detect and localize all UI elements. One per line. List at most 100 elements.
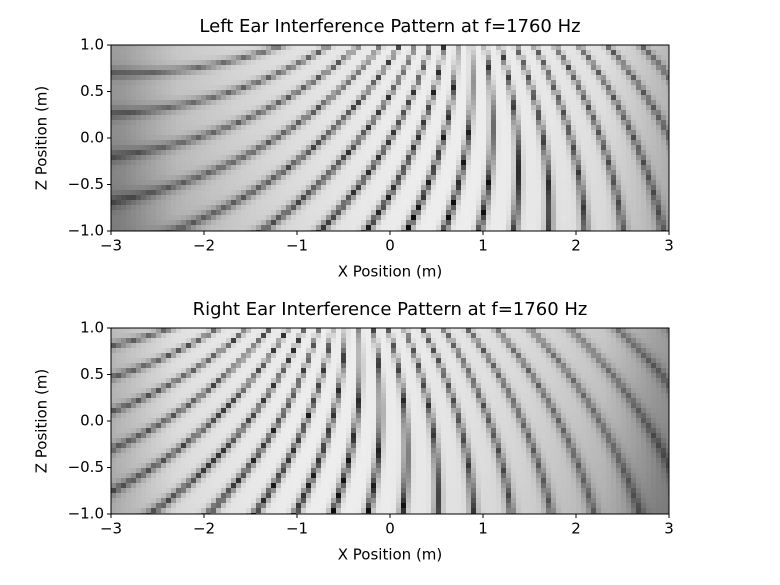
pixel: [471, 185, 477, 191]
pixel: [346, 333, 352, 339]
pixel: [411, 215, 417, 221]
pixel: [206, 343, 212, 349]
pixel: [636, 328, 642, 334]
pixel: [336, 175, 342, 181]
pixel: [166, 343, 172, 349]
pixel: [521, 353, 527, 359]
pixel: [256, 130, 262, 136]
pixel: [501, 50, 507, 56]
pixel: [626, 215, 632, 221]
pixel: [531, 353, 537, 359]
pixel: [341, 140, 347, 146]
pixel: [351, 210, 357, 216]
pixel: [641, 110, 647, 116]
pixel: [641, 50, 647, 56]
pixel: [496, 150, 502, 156]
pixel: [641, 135, 647, 141]
pixel: [191, 155, 197, 161]
pixel: [281, 50, 287, 56]
pixel: [231, 85, 237, 91]
pixel: [486, 205, 492, 211]
pixel: [271, 135, 277, 141]
pixel: [501, 185, 507, 191]
pixel: [376, 140, 382, 146]
pixel: [521, 60, 527, 66]
pixel: [536, 130, 542, 136]
pixel: [336, 135, 342, 141]
pixel: [251, 328, 257, 334]
pixel: [656, 125, 662, 131]
pixel: [536, 55, 542, 61]
pixel: [311, 333, 317, 339]
pixel: [361, 160, 367, 166]
pixel: [531, 70, 537, 76]
pixel: [446, 60, 452, 66]
pixel: [606, 50, 612, 56]
pixel: [576, 80, 582, 86]
pixel: [216, 60, 222, 66]
pixel: [611, 120, 617, 126]
pixel: [171, 110, 177, 116]
pixel: [621, 180, 627, 186]
pixel: [476, 195, 482, 201]
pixel: [151, 205, 157, 211]
pixel: [531, 160, 537, 166]
pixel: [271, 65, 277, 71]
pixel: [631, 338, 637, 344]
pixel: [476, 115, 482, 121]
pixel: [586, 100, 592, 106]
pixel: [656, 215, 662, 221]
pixel: [286, 130, 292, 136]
pixel: [531, 55, 537, 61]
pixel: [546, 135, 552, 141]
pixel: [531, 348, 537, 354]
pixel: [271, 70, 277, 76]
pixel: [451, 160, 457, 166]
pixel: [611, 175, 617, 181]
pixel: [636, 225, 642, 231]
pixel: [146, 150, 152, 156]
pixel: [206, 125, 212, 131]
pixel: [586, 95, 592, 101]
pixel: [636, 205, 642, 211]
pixel: [306, 60, 312, 66]
pixel: [556, 100, 562, 106]
pixel: [611, 55, 617, 61]
pixel: [381, 353, 387, 359]
pixel: [396, 150, 402, 156]
pixel: [436, 130, 442, 136]
pixel: [591, 170, 597, 176]
pixel: [576, 100, 582, 106]
pixel: [381, 220, 387, 226]
pixel: [151, 348, 157, 354]
pixel: [151, 65, 157, 71]
pixel: [196, 175, 202, 181]
pixel: [401, 333, 407, 339]
pixel: [591, 50, 597, 56]
pixel: [526, 200, 532, 206]
pixel: [511, 120, 517, 126]
pixel: [166, 220, 172, 226]
pixel: [631, 70, 637, 76]
pixel: [126, 210, 132, 216]
pixel: [211, 90, 217, 96]
pixel: [291, 180, 297, 186]
pixel: [321, 80, 327, 86]
pixel: [406, 225, 412, 231]
pixel: [571, 65, 577, 71]
pixel: [326, 110, 332, 116]
pixel: [426, 65, 432, 71]
pixel: [341, 205, 347, 211]
pixel: [191, 190, 197, 196]
pixel: [266, 225, 272, 231]
pixel: [286, 105, 292, 111]
pixel: [466, 125, 472, 131]
pixel: [521, 110, 527, 116]
pixel: [431, 120, 437, 126]
pixel: [636, 125, 642, 131]
pixel: [411, 50, 417, 56]
pixel: [396, 45, 402, 51]
pixel: [351, 60, 357, 66]
pixel: [381, 348, 387, 354]
pixel: [126, 45, 132, 51]
